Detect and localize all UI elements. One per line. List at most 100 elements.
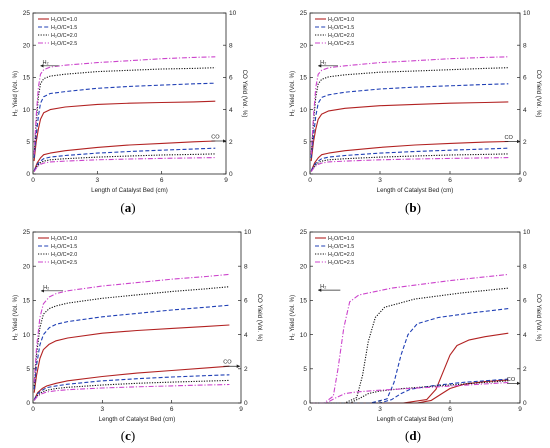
legend-label-3: H₂O/C=2.0 <box>51 33 77 39</box>
h2-annotation-label: H₂ <box>43 60 49 66</box>
y2-tick-label: 8 <box>229 42 233 49</box>
x-tick-label: 3 <box>378 177 382 184</box>
series-line-co-3 <box>33 153 216 172</box>
x-tick-label: 9 <box>239 406 243 413</box>
series-line-h2-2 <box>310 308 509 404</box>
co-annotation-label: CO <box>223 360 232 366</box>
series-line-h2-1 <box>310 332 509 404</box>
y-tick-label: 15 <box>23 75 31 82</box>
legend-label-4: H₂O/C=2.5 <box>328 260 354 266</box>
y-tick-label: 15 <box>300 75 308 82</box>
legend-label-2: H₂O/C=1.5 <box>328 25 354 31</box>
y2-tick-label: 0 <box>244 400 248 407</box>
x-tick-label: 0 <box>31 406 35 413</box>
x-tick-label: 0 <box>31 177 35 184</box>
y2-tick-label: 0 <box>229 171 233 178</box>
y-axis-title: H₂ Yield (Vol. %) <box>12 71 19 116</box>
y2-tick-label: 4 <box>229 107 233 114</box>
series-line-co-1 <box>33 365 230 400</box>
y2-tick-label: 8 <box>244 263 248 270</box>
y-tick-label: 0 <box>26 171 30 178</box>
y-tick-label: 25 <box>300 229 308 236</box>
series-line-h2-4 <box>33 56 216 155</box>
co-annotation-label: CO <box>211 134 220 140</box>
legend-label-4: H₂O/C=2.5 <box>51 260 77 266</box>
series-line-co-1 <box>33 140 216 172</box>
y2-tick-label: 10 <box>523 229 531 236</box>
plot-frame <box>32 231 242 404</box>
y-axis-title: H₂ Yield (Vol. %) <box>289 71 296 116</box>
y-tick-label: 15 <box>300 298 308 305</box>
series-line-co-4 <box>310 157 509 172</box>
x-tick-label: 6 <box>170 406 174 413</box>
series-line-h2-3 <box>310 287 509 404</box>
y-tick-label: 20 <box>23 263 31 270</box>
legend-label-3: H₂O/C=2.0 <box>328 33 354 39</box>
y-tick-label: 10 <box>300 332 308 339</box>
x-tick-label: 3 <box>101 406 105 413</box>
y-tick-label: 25 <box>23 10 31 17</box>
y2-axis-title: CO Yield (Vol. %) <box>256 294 263 342</box>
y2-tick-label: 6 <box>523 298 527 305</box>
y2-tick-label: 6 <box>244 298 248 305</box>
y-tick-label: 5 <box>26 366 30 373</box>
series-line-co-4 <box>310 381 509 404</box>
y2-tick-label: 10 <box>523 10 531 17</box>
y2-tick-label: 0 <box>523 400 527 407</box>
legend-label-2: H₂O/C=1.5 <box>51 25 77 31</box>
series-line-h2-4 <box>310 273 509 404</box>
legend-label-4: H₂O/C=2.5 <box>51 41 77 47</box>
y2-tick-label: 4 <box>523 107 527 114</box>
legend-label-2: H₂O/C=1.5 <box>51 244 77 250</box>
y-tick-label: 5 <box>303 366 307 373</box>
legend-label-1: H₂O/C=1.0 <box>328 17 354 23</box>
y-tick-label: 20 <box>300 263 308 270</box>
series-line-co-2 <box>33 374 230 400</box>
h2-annotation-label: H₂ <box>320 284 326 290</box>
series-line-co-2 <box>310 147 509 172</box>
y2-tick-label: 8 <box>523 42 527 49</box>
series-line-co-1 <box>310 140 509 172</box>
y2-axis-title: CO Yield (Vol. %) <box>535 294 542 342</box>
x-axis-title: Length of Catalyst Bed (cm) <box>99 416 176 423</box>
y2-tick-label: 6 <box>229 75 233 82</box>
x-tick-label: 9 <box>518 406 522 413</box>
series-line-co-2 <box>310 378 509 404</box>
plot-frame <box>309 12 521 175</box>
legend-label-4: H₂O/C=2.5 <box>328 41 354 47</box>
y2-tick-label: 2 <box>523 366 527 373</box>
series-line-co-2 <box>33 147 216 172</box>
panel-label-c: (c) <box>121 428 135 443</box>
y-tick-label: 25 <box>300 10 308 17</box>
y-tick-label: 15 <box>23 298 31 305</box>
x-tick-label: 9 <box>224 177 228 184</box>
y-tick-label: 25 <box>23 229 31 236</box>
series-line-h2-3 <box>310 67 509 155</box>
x-tick-label: 9 <box>518 177 522 184</box>
y2-tick-label: 6 <box>523 75 527 82</box>
y2-tick-label: 2 <box>229 139 233 146</box>
h2-annotation-label: H₂ <box>43 285 49 291</box>
plot-frame <box>309 231 521 404</box>
series-line-h2-4 <box>310 56 509 155</box>
legend-label-3: H₂O/C=2.0 <box>51 252 77 258</box>
legend-label-3: H₂O/C=2.0 <box>328 252 354 258</box>
series-line-h2-1 <box>310 101 509 162</box>
x-tick-label: 3 <box>96 177 100 184</box>
y-tick-label: 20 <box>300 42 308 49</box>
y-tick-label: 0 <box>303 400 307 407</box>
series-line-co-4 <box>33 157 216 172</box>
y2-tick-label: 10 <box>244 229 252 236</box>
y-tick-label: 10 <box>300 107 308 114</box>
y-tick-label: 0 <box>26 400 30 407</box>
y2-axis-title: CO Yield (Vol. %) <box>535 70 542 118</box>
legend-label-2: H₂O/C=1.5 <box>328 244 354 250</box>
x-tick-label: 6 <box>160 177 164 184</box>
x-tick-label: 0 <box>308 406 312 413</box>
series-line-h2-2 <box>310 83 509 158</box>
y2-axis-title: CO Yield (Vol. %) <box>241 70 248 118</box>
